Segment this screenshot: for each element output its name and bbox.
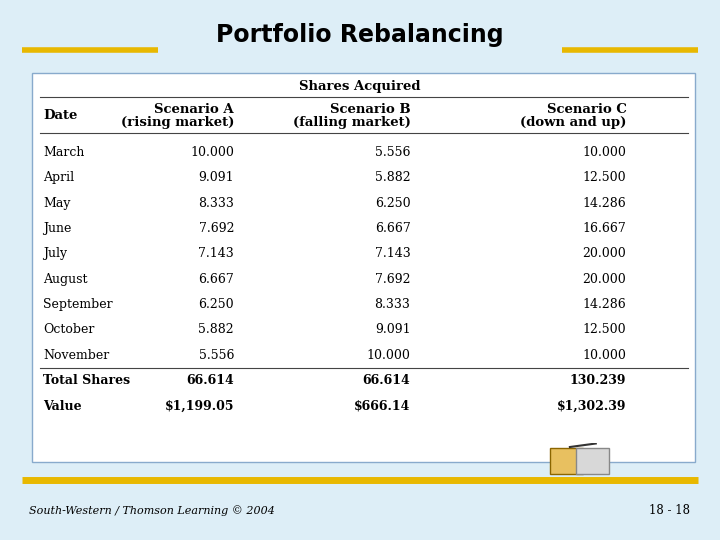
Text: 18 - 18: 18 - 18 — [649, 504, 690, 517]
Text: 9.091: 9.091 — [199, 171, 234, 184]
Text: 7.692: 7.692 — [375, 273, 410, 286]
Text: October: October — [43, 323, 94, 336]
Text: 20.000: 20.000 — [582, 247, 626, 260]
Text: 20.000: 20.000 — [582, 273, 626, 286]
Text: 66.614: 66.614 — [363, 374, 410, 387]
Text: Total Shares: Total Shares — [43, 374, 130, 387]
Text: $1,302.39: $1,302.39 — [557, 400, 626, 413]
Text: 8.333: 8.333 — [374, 298, 410, 311]
Text: 66.614: 66.614 — [186, 374, 234, 387]
Text: (down and up): (down and up) — [520, 116, 626, 129]
Text: June: June — [43, 222, 71, 235]
Text: 10.000: 10.000 — [190, 146, 234, 159]
Text: (rising market): (rising market) — [121, 116, 234, 129]
Text: 12.500: 12.500 — [582, 171, 626, 184]
Text: Scenario C: Scenario C — [546, 103, 626, 116]
Text: 5.556: 5.556 — [375, 146, 410, 159]
Text: 5.882: 5.882 — [199, 323, 234, 336]
Text: Date: Date — [43, 109, 78, 123]
Text: 6.250: 6.250 — [199, 298, 234, 311]
Polygon shape — [551, 448, 583, 475]
Text: South-Western / Thomson Learning © 2004: South-Western / Thomson Learning © 2004 — [29, 505, 274, 516]
Text: April: April — [43, 171, 74, 184]
Text: March: March — [43, 146, 84, 159]
FancyBboxPatch shape — [32, 73, 695, 462]
Text: 10.000: 10.000 — [582, 146, 626, 159]
Text: 7.143: 7.143 — [374, 247, 410, 260]
Text: Scenario A: Scenario A — [154, 103, 234, 116]
Text: Scenario B: Scenario B — [330, 103, 410, 116]
Text: July: July — [43, 247, 68, 260]
Text: 5.882: 5.882 — [375, 171, 410, 184]
Polygon shape — [577, 448, 609, 475]
Text: 6.667: 6.667 — [374, 222, 410, 235]
Text: November: November — [43, 349, 109, 362]
Text: 12.500: 12.500 — [582, 323, 626, 336]
Text: August: August — [43, 273, 88, 286]
Text: 130.239: 130.239 — [570, 374, 626, 387]
Text: 9.091: 9.091 — [375, 323, 410, 336]
Text: September: September — [43, 298, 113, 311]
Text: Portfolio Rebalancing: Portfolio Rebalancing — [216, 23, 504, 47]
Text: 6.250: 6.250 — [375, 197, 410, 210]
Text: 10.000: 10.000 — [366, 349, 410, 362]
Text: 5.556: 5.556 — [199, 349, 234, 362]
Text: 6.667: 6.667 — [198, 273, 234, 286]
Text: 16.667: 16.667 — [582, 222, 626, 235]
Text: $666.14: $666.14 — [354, 400, 410, 413]
Text: 10.000: 10.000 — [582, 349, 626, 362]
Text: 7.143: 7.143 — [198, 247, 234, 260]
Text: 14.286: 14.286 — [582, 298, 626, 311]
Text: 14.286: 14.286 — [582, 197, 626, 210]
Text: May: May — [43, 197, 71, 210]
Text: Shares Acquired: Shares Acquired — [300, 80, 420, 93]
Text: $1,199.05: $1,199.05 — [164, 400, 234, 413]
Text: 7.692: 7.692 — [199, 222, 234, 235]
Text: 8.333: 8.333 — [198, 197, 234, 210]
Text: (falling market): (falling market) — [292, 116, 410, 129]
Text: Value: Value — [43, 400, 82, 413]
